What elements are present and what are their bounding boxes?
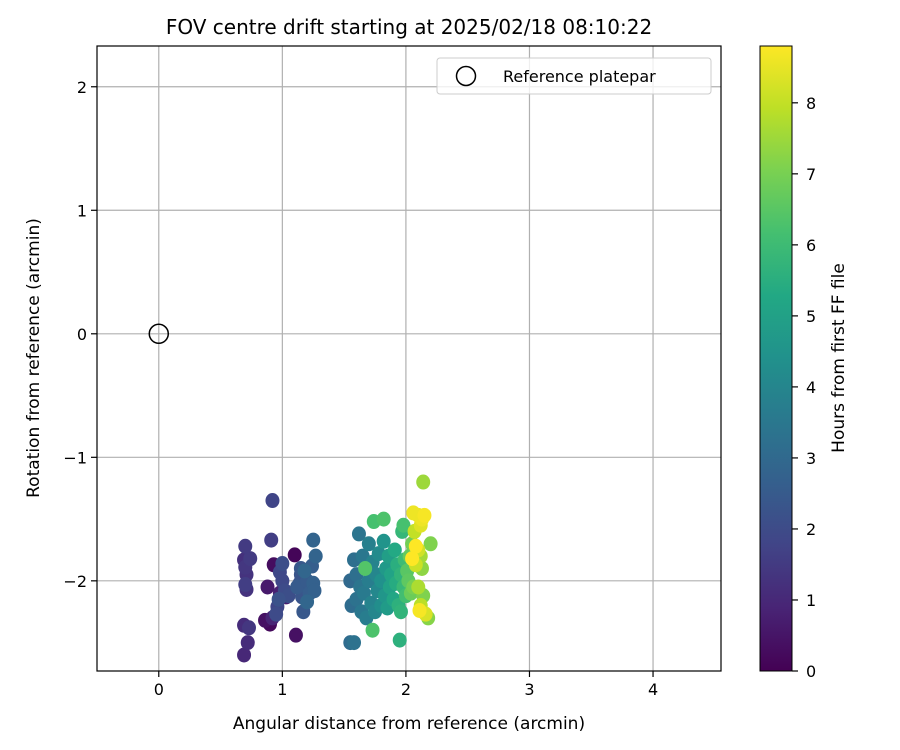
- data-point: [240, 635, 255, 651]
- x-tick-label: 1: [277, 680, 287, 699]
- colorbar-tick-label: 5: [806, 307, 816, 326]
- y-tick-label: −1: [63, 448, 87, 467]
- data-point: [238, 577, 253, 593]
- plot-frame: [96, 45, 722, 672]
- data-point: [347, 635, 362, 651]
- data-point: [308, 548, 323, 564]
- colorbar-tick-label: 7: [806, 165, 816, 184]
- data-point: [275, 556, 290, 572]
- data-point: [243, 551, 258, 567]
- reference-circle: [148, 323, 170, 345]
- data-point: [264, 532, 279, 548]
- data-point: [297, 563, 312, 579]
- data-point: [376, 511, 391, 527]
- colorbar-tick-label: 0: [806, 662, 816, 681]
- data-point: [271, 591, 286, 607]
- x-tick-label: 4: [648, 680, 658, 699]
- y-tick-label: 2: [77, 78, 87, 97]
- data-point: [307, 583, 322, 599]
- data-point: [288, 627, 303, 643]
- data-point: [405, 551, 420, 567]
- data-point: [361, 536, 376, 552]
- colorbar-tick-label: 1: [806, 591, 816, 610]
- colorbar: [759, 45, 793, 672]
- colorbar-tick-label: 3: [806, 449, 816, 468]
- data-point: [237, 647, 252, 663]
- data-point: [417, 507, 432, 523]
- data-point: [241, 620, 256, 636]
- data-point: [393, 604, 408, 620]
- legend-box: [436, 57, 712, 95]
- data-point: [306, 532, 321, 548]
- colorbar-tick-label: 6: [806, 236, 816, 255]
- colorbar-tick-label: 4: [806, 378, 816, 397]
- data-point: [365, 622, 380, 638]
- data-point: [416, 474, 431, 490]
- data-point: [287, 547, 302, 563]
- data-point: [392, 632, 407, 648]
- data-point: [265, 493, 280, 509]
- legend-reference-marker: [455, 65, 477, 87]
- data-point: [408, 538, 423, 554]
- data-point: [238, 538, 253, 554]
- y-tick-label: 1: [77, 201, 87, 220]
- colorbar-tick-label: 2: [806, 520, 816, 539]
- x-axis-ticks: 0 1 2 3 4: [154, 671, 658, 699]
- data-point: [396, 517, 411, 533]
- x-axis-label: Angular distance from reference (arcmin): [233, 714, 585, 734]
- y-tick-label: 0: [77, 325, 87, 344]
- chart-title: FOV centre drift starting at 2025/02/18 …: [166, 15, 652, 39]
- data-point: [351, 526, 366, 542]
- y-tick-label: −2: [63, 572, 87, 591]
- y-axis-label: Rotation from reference (arcmin): [24, 218, 44, 498]
- x-tick-label: 0: [154, 680, 164, 699]
- scatter-points: [237, 474, 438, 663]
- data-point: [387, 542, 402, 558]
- x-tick-label: 3: [524, 680, 534, 699]
- x-tick-label: 2: [401, 680, 411, 699]
- data-point: [260, 579, 275, 595]
- data-point: [412, 602, 427, 618]
- colorbar-label: Hours from first FF file: [829, 263, 849, 453]
- data-point: [358, 560, 373, 576]
- colorbar-ticks: 0 1 2 3 4 5 6 7 8: [792, 94, 816, 681]
- data-point: [376, 533, 391, 549]
- reference-platepar-marker: [148, 323, 170, 345]
- y-axis-ticks: −2 −1 0 1 2: [63, 78, 97, 591]
- data-point: [269, 606, 284, 622]
- colorbar-tick-label: 8: [806, 94, 816, 113]
- data-point: [423, 536, 438, 552]
- data-point: [300, 594, 315, 610]
- data-point: [411, 579, 426, 595]
- legend-entry: Reference platepar: [503, 67, 656, 86]
- legend: Reference platepar: [436, 57, 712, 95]
